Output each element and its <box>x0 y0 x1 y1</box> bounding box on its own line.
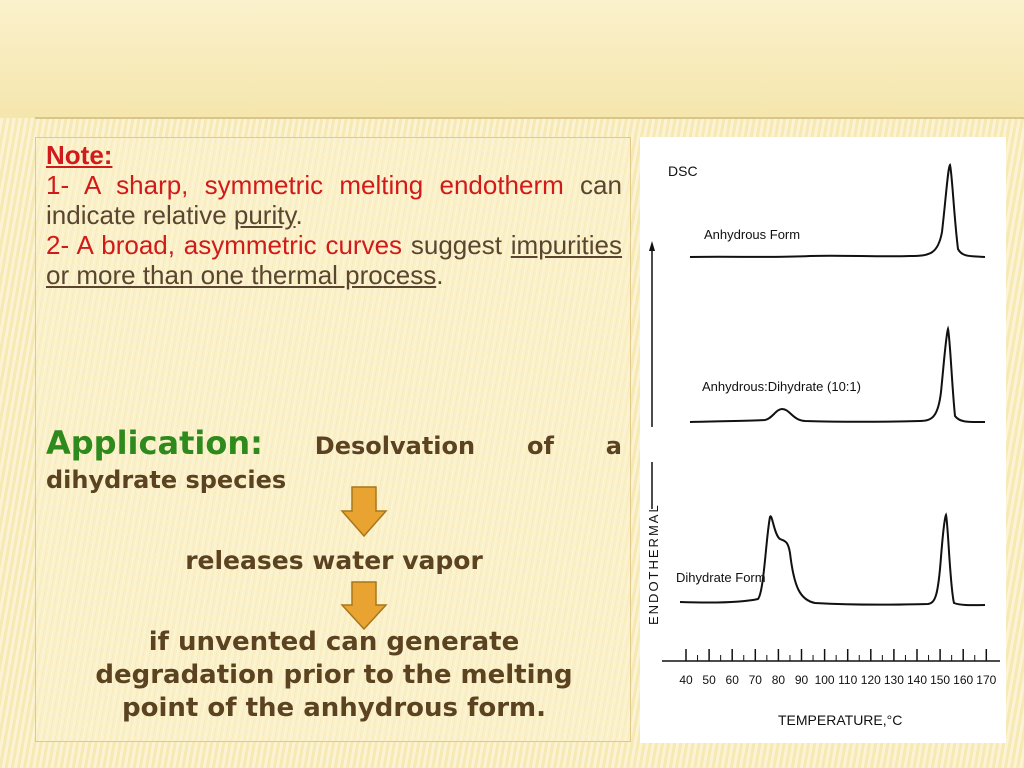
x-tick-label: 160 <box>953 673 973 687</box>
dsc-thermogram: DSC ENDOTHERMAL Anhydrous Form Anhydrous… <box>646 163 1000 728</box>
note-title: Note: <box>46 140 113 170</box>
arrow-down-icon <box>340 581 388 631</box>
slide-header-band <box>0 0 1024 118</box>
curve-dihydrate <box>679 512 986 607</box>
x-tick-label: 50 <box>702 673 716 687</box>
note-item-1-prefix: 1- <box>46 170 70 200</box>
x-tick-label: 40 <box>679 673 693 687</box>
step-degradation-line-2: degradation prior to the melting <box>95 660 573 690</box>
application-block: Application: Desolvation of a dihydrate … <box>46 426 622 497</box>
note-item-2-underlined: impurities or more than one thermal proc… <box>46 230 623 290</box>
y-axis-arrowhead <box>649 241 655 251</box>
curve-anhydrous <box>689 163 986 258</box>
curve-label-mixture: Anhydrous:Dihydrate (10:1) <box>702 379 861 394</box>
step-degradation-line-1: if unvented can generate <box>148 627 520 657</box>
x-axis-label: TEMPERATURE,°C <box>778 712 902 728</box>
x-tick-label: 150 <box>930 673 950 687</box>
dsc-thermogram-figure: DSC ENDOTHERMAL Anhydrous Form Anhydrous… <box>640 137 1006 743</box>
note-item-1-highlight: A sharp, symmetric melting endotherm <box>83 170 564 200</box>
x-tick-label: 130 <box>884 673 904 687</box>
note-item-2-prefix: 2- <box>46 230 70 260</box>
note-block: Note: 1- A sharp, symmetric melting endo… <box>46 138 622 290</box>
step-releases-water: releases water vapor <box>185 546 483 575</box>
note-item-1-underlined: purity <box>233 200 296 230</box>
x-tick-label: 80 <box>772 673 786 687</box>
x-tick-label: 170 <box>976 673 996 687</box>
note-item-1-text: can indicate relative <box>46 170 622 230</box>
x-axis-ticks: 40 50 60 70 80 90 100 110 120 130 140 150 160 170 <box>679 649 997 687</box>
step-degradation-line-3: point of the anhydrous form. <box>121 693 547 723</box>
y-axis-label: ENDOTHERMAL <box>646 503 661 625</box>
x-tick-label: 140 <box>907 673 927 687</box>
note-item-1: 1- A sharp, symmetric melting endotherm … <box>46 170 622 230</box>
curve-label-dihydrate: Dihydrate Form <box>676 570 766 585</box>
x-tick-label: 60 <box>726 673 740 687</box>
note-item-2-highlight: A broad, asymmetric curves <box>76 230 403 260</box>
text-panel: Note: 1- A sharp, symmetric melting endo… <box>35 137 631 742</box>
arrow-down-icon <box>340 486 388 538</box>
note-item-2-text: suggest <box>402 230 511 260</box>
x-tick-label: 100 <box>815 673 835 687</box>
x-tick-label: 110 <box>838 673 857 687</box>
note-item-2: 2- A broad, asymmetric curves suggest im… <box>46 230 622 290</box>
curve-anhydrous-dihydrate <box>689 325 986 424</box>
note-item-1-end: . <box>295 200 303 230</box>
application-label: Application: <box>46 424 263 462</box>
note-item-2-end: . <box>436 260 444 290</box>
curve-label-anhydrous: Anhydrous Form <box>704 227 800 242</box>
x-tick-label: 90 <box>795 673 809 687</box>
header-divider <box>35 117 1024 119</box>
x-tick-label: 70 <box>749 673 763 687</box>
x-tick-label: 120 <box>861 673 881 687</box>
application-text: Desolvation of a dihydrate species <box>46 432 622 494</box>
step-degradation: if unvented can generate degradation pri… <box>36 626 632 725</box>
dsc-title: DSC <box>668 163 698 179</box>
